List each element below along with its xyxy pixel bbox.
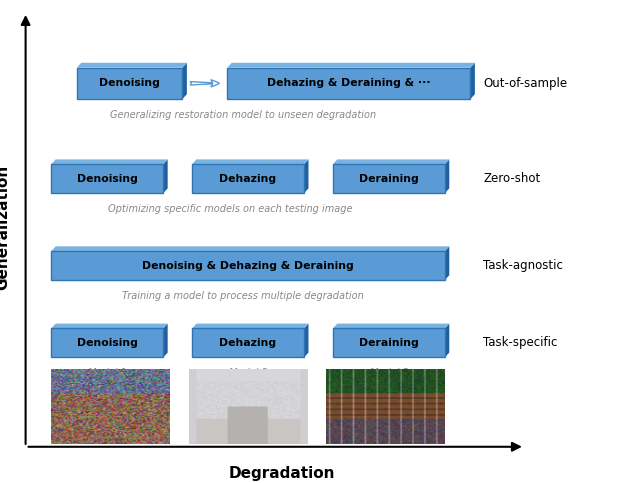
Text: Denoising: Denoising [77,338,138,348]
FancyBboxPatch shape [51,164,163,193]
Polygon shape [163,324,168,357]
FancyBboxPatch shape [333,164,445,193]
Text: Model 1: Model 1 [88,368,127,378]
Text: Degradation: Degradation [228,466,335,481]
Polygon shape [51,324,168,328]
FancyBboxPatch shape [192,328,304,357]
FancyBboxPatch shape [51,251,445,280]
Text: Dehazing & Deraining & ···: Dehazing & Deraining & ··· [267,78,431,88]
Text: Task-agnostic: Task-agnostic [483,259,563,272]
Polygon shape [304,159,308,193]
Text: Out-of-sample: Out-of-sample [483,77,567,90]
Polygon shape [163,159,168,193]
FancyBboxPatch shape [227,68,470,99]
Text: Model 2: Model 2 [229,368,268,378]
Polygon shape [77,63,187,68]
Polygon shape [182,63,187,99]
Polygon shape [445,159,449,193]
FancyBboxPatch shape [51,328,163,357]
Text: Zero-shot: Zero-shot [483,172,540,185]
Text: Denoising: Denoising [99,78,160,88]
Text: Training a model to process multiple degradation: Training a model to process multiple deg… [122,291,364,301]
Text: Optimizing specific models on each testing image: Optimizing specific models on each testi… [108,204,353,214]
Text: Model 3: Model 3 [370,368,408,378]
Text: Generalizing restoration model to unseen degradation: Generalizing restoration model to unseen… [110,110,376,120]
FancyArrowPatch shape [190,80,220,87]
Text: Deraining: Deraining [359,174,419,184]
Polygon shape [304,324,308,357]
Text: Generalization: Generalization [0,164,11,290]
Polygon shape [470,63,475,99]
Polygon shape [333,324,449,328]
Polygon shape [192,324,308,328]
FancyBboxPatch shape [192,164,304,193]
Polygon shape [227,63,475,68]
Polygon shape [445,324,449,357]
Text: Dehazing: Dehazing [220,174,276,184]
FancyBboxPatch shape [333,328,445,357]
Polygon shape [333,159,449,164]
Polygon shape [51,159,168,164]
FancyBboxPatch shape [77,68,182,99]
Text: Dehazing: Dehazing [220,338,276,348]
Polygon shape [192,159,308,164]
Polygon shape [445,246,449,280]
Text: Denoising: Denoising [77,174,138,184]
Text: Task-specific: Task-specific [483,337,557,349]
Text: Deraining: Deraining [359,338,419,348]
Polygon shape [51,246,449,251]
Text: Denoising & Dehazing & Deraining: Denoising & Dehazing & Deraining [142,261,354,270]
